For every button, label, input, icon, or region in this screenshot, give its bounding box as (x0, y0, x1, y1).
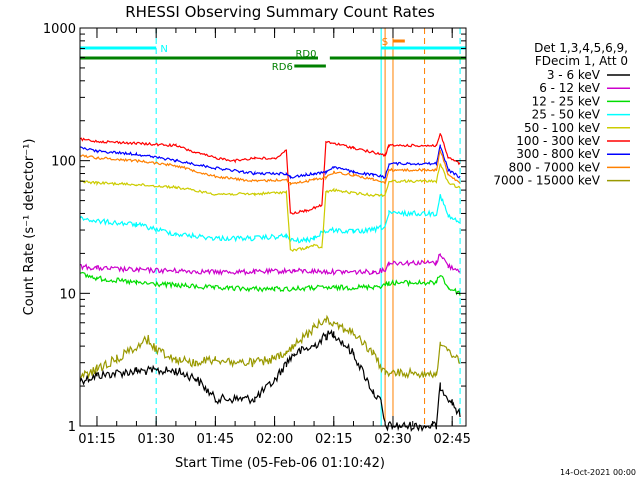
timestamp: 14-Oct-2021 00:00 (560, 468, 636, 477)
legend-entry-label: 6 - 12 keV (539, 81, 601, 95)
y-axis-label-units: (s⁻¹ detector⁻¹) (22, 139, 37, 239)
y-axis-label: Count Rate (s⁻¹ detector⁻¹) (22, 139, 37, 316)
legend-entry-label: 7000 - 15000 keV (493, 174, 600, 188)
legend-entry-label: 300 - 800 keV (516, 147, 600, 161)
x-tick-label: 01:15 (78, 432, 115, 447)
legend-entry-label: 800 - 7000 keV (509, 160, 601, 174)
series-line (79, 133, 461, 215)
y-tick-label: 10 (59, 287, 76, 302)
series-lines (79, 133, 461, 432)
legend-entry-label: 50 - 100 keV (524, 121, 601, 135)
series-line (79, 253, 461, 276)
x-tick-label: 02:45 (433, 432, 470, 447)
series-line (79, 149, 461, 186)
legend-header-line-2: FDecim 1, Att 0 (535, 54, 628, 68)
x-tick-label: 01:45 (197, 432, 234, 447)
series-line (79, 271, 461, 296)
status-bar-label: RD0 (295, 49, 316, 60)
legend: Det 1,3,4,5,6,9, FDecim 1, Att 0 3 - 6 k… (493, 41, 630, 188)
x-tick-label: 02:30 (374, 432, 411, 447)
x-axis-label: Start Time (05-Feb-06 01:10:42) (175, 456, 385, 471)
legend-entry-label: 12 - 25 keV (532, 94, 601, 108)
status-bar-label: N (160, 44, 167, 55)
x-tick-label: 01:30 (137, 432, 174, 447)
series-line (79, 144, 461, 180)
y-axis: 1 10 100 1000 (43, 22, 466, 435)
legend-entry-label: 3 - 6 keV (547, 68, 601, 82)
x-tick-label: 02:00 (256, 432, 293, 447)
status-bar-label: RD6 (272, 62, 293, 73)
series-line (79, 314, 461, 380)
series-line (79, 194, 461, 244)
series-line (79, 163, 461, 252)
x-axis: 01:15 01:30 01:45 02:00 02:15 02:30 02:45 (78, 28, 471, 447)
chart-title: RHESSI Observing Summary Count Rates (125, 3, 435, 21)
legend-header-line-1: Det 1,3,4,5,6,9, (534, 41, 628, 55)
y-axis-label-text: Count Rate (22, 243, 37, 316)
status-bar-label: S (382, 37, 388, 48)
legend-entry-label: 100 - 300 keV (516, 134, 600, 148)
x-tick-label: 02:15 (315, 432, 352, 447)
series-line (79, 329, 461, 432)
y-tick-label: 1000 (43, 22, 76, 37)
y-tick-label: 100 (51, 155, 76, 170)
plot-frame (79, 27, 467, 427)
y-tick-label: 1 (68, 420, 76, 435)
legend-entry-label: 25 - 50 keV (532, 108, 601, 122)
